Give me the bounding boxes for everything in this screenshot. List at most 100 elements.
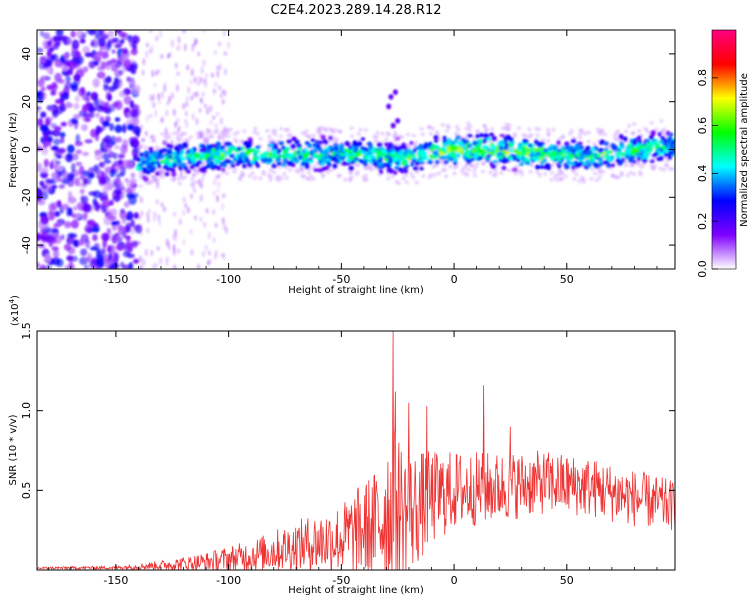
noise-cell — [123, 95, 132, 105]
band-cell — [654, 143, 660, 149]
band-cell — [627, 143, 632, 149]
band-cell — [666, 130, 670, 136]
noise-cell — [129, 63, 137, 70]
noise-cell — [107, 93, 112, 102]
halo-cell — [619, 170, 624, 175]
noise-cell — [37, 47, 44, 53]
band-cell — [315, 140, 320, 145]
band-cell — [587, 160, 594, 165]
noise-cell — [199, 97, 203, 103]
noise-cell — [37, 190, 43, 199]
band-cell — [547, 153, 553, 158]
band-cell — [320, 161, 326, 166]
noise-cell — [82, 177, 88, 185]
halo-cell — [444, 128, 450, 133]
halo-cell — [428, 131, 433, 136]
noise-cell — [126, 123, 135, 131]
noise-cell — [64, 81, 73, 89]
halo-cell — [349, 170, 354, 175]
band-cell — [278, 141, 284, 146]
noise-cell — [122, 264, 131, 269]
band-cell — [540, 154, 545, 159]
band-cell — [183, 165, 188, 171]
halo-cell — [559, 176, 564, 181]
band-cell — [581, 154, 586, 160]
band-cell — [286, 139, 292, 144]
halo-cell — [356, 132, 362, 137]
noise-cell — [165, 109, 169, 117]
noise-cell — [190, 249, 194, 256]
band-cell — [632, 160, 637, 164]
halo-cell — [214, 128, 220, 133]
band-cell — [414, 161, 420, 166]
noise-cell — [40, 215, 49, 225]
noise-cell — [122, 139, 129, 150]
noise-cell — [106, 228, 112, 234]
halo-cell — [284, 175, 289, 180]
noise-cell — [185, 101, 189, 108]
noise-cell — [130, 48, 138, 56]
band-cell — [199, 156, 204, 161]
noise-cell — [63, 221, 72, 229]
noise-cell — [44, 253, 52, 263]
halo-cell — [311, 133, 316, 138]
noise-cell — [88, 167, 95, 175]
halo-cell — [232, 166, 238, 171]
band-cell — [362, 159, 368, 164]
halo-cell — [567, 131, 573, 136]
noise-cell — [73, 73, 81, 82]
noise-cell — [65, 206, 71, 217]
band-cell — [362, 155, 369, 160]
halo-cell — [631, 172, 637, 177]
halo-cell — [266, 147, 271, 152]
band-cell — [534, 139, 538, 145]
noise-cell — [106, 30, 115, 38]
band-cell — [164, 153, 168, 157]
band-cell — [455, 135, 461, 140]
noise-cell — [133, 258, 139, 264]
halo-cell — [363, 127, 369, 132]
noise-cell — [122, 123, 127, 134]
noise-cell — [108, 104, 116, 112]
halo-cell — [636, 162, 642, 167]
band-cell — [389, 149, 393, 153]
band-cell — [566, 159, 571, 165]
halo-cell — [623, 129, 629, 134]
halo-cell — [652, 163, 658, 168]
band-cell — [637, 139, 643, 144]
band-cell — [370, 149, 376, 154]
noise-cell — [75, 133, 81, 144]
noise-cell — [89, 91, 98, 101]
halo-cell — [255, 131, 261, 136]
band-cell — [467, 133, 473, 138]
halo-cell — [321, 174, 326, 179]
noise-cell — [91, 256, 97, 267]
halo-cell — [386, 132, 392, 137]
noise-cell — [199, 217, 203, 222]
halo-cell — [456, 127, 461, 132]
band-cell — [499, 133, 505, 138]
noise-cell — [193, 215, 197, 221]
noise-cell — [40, 235, 46, 240]
band-cell — [255, 145, 261, 149]
spectrogram-x-tick-label: -50 — [332, 273, 350, 286]
band-cell — [541, 158, 547, 163]
band-cell — [281, 162, 287, 167]
snr-x-tick-label: -150 — [103, 574, 128, 587]
band-cell — [535, 164, 540, 170]
noise-cell — [218, 85, 222, 91]
noise-cell — [217, 133, 221, 141]
band-cell — [456, 148, 462, 152]
noise-cell — [39, 264, 47, 269]
band-cell — [403, 169, 408, 174]
spectrogram-x-tick-label: 0 — [451, 273, 458, 286]
noise-cell — [115, 235, 123, 244]
halo-cell — [594, 178, 600, 183]
noise-cell — [78, 241, 87, 246]
band-cell — [209, 162, 214, 167]
band-cell — [644, 149, 649, 154]
noise-cell — [204, 244, 208, 253]
halo-cell — [592, 141, 597, 146]
band-cell — [388, 168, 394, 174]
band-cell — [669, 144, 674, 150]
